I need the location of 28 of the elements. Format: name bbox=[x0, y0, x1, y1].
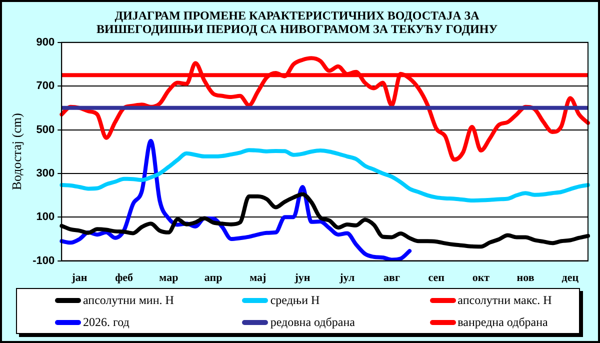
y-tick-label: 300 bbox=[36, 167, 55, 180]
x-tick-label: мар bbox=[159, 272, 178, 284]
legend-label: ванредна одбрана bbox=[458, 314, 548, 330]
y-tick-label: 100 bbox=[36, 211, 55, 224]
chart-title: ДИЈАГРАМ ПРОМЕНЕ КАРАКТЕРИСТИЧНИХ ВОДОСТАЈА ЗА ВИШЕГОДИШЊИ ПЕРИОД СА НИВОГРАМОМ ЗА ТЕКУЋУ ГОДИНУ bbox=[96, 8, 498, 36]
x-tick-label: окт bbox=[472, 272, 490, 284]
legend-label: средњи H bbox=[270, 292, 320, 308]
y-tick-label: 500 bbox=[36, 124, 55, 136]
x-tick-label: сеп bbox=[428, 272, 446, 284]
legend-label: апсолутни мин. H bbox=[83, 292, 174, 308]
y-tick-label: 700 bbox=[36, 80, 55, 92]
x-tick-label: јун bbox=[294, 272, 311, 284]
x-tick-label: феб bbox=[115, 272, 134, 284]
x-tick-label: мај bbox=[250, 272, 266, 284]
line-series bbox=[60, 148, 590, 203]
x-tick-label: јул bbox=[338, 272, 355, 284]
legend-label: 2026. год bbox=[83, 314, 130, 330]
x-tick-label: нов bbox=[516, 272, 534, 284]
y-tick-label: -100 bbox=[32, 254, 55, 267]
y-tick-label: 900 bbox=[36, 36, 55, 48]
line-series bbox=[60, 56, 590, 162]
x-tick-label: јан bbox=[70, 272, 88, 284]
legend-label: апсолутни макс. H bbox=[458, 292, 552, 308]
x-tick-label: авг bbox=[384, 272, 400, 284]
legend-label: редовна одбрана bbox=[270, 314, 355, 330]
x-tick-label: апр bbox=[204, 272, 222, 284]
y-axis-title: Водостај (cm) bbox=[9, 113, 24, 190]
x-tick-label: дец bbox=[562, 272, 580, 284]
